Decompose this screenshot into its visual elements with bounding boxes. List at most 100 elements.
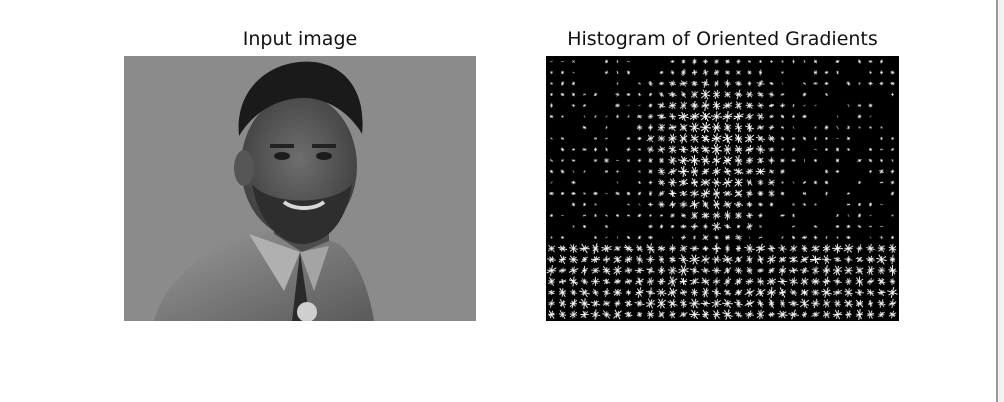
hog-gradient-stroke bbox=[712, 213, 721, 218]
hog-gradient-stroke bbox=[689, 113, 700, 120]
hog-gradient-stroke bbox=[856, 290, 863, 295]
hog-gradient-stroke bbox=[814, 126, 817, 129]
hog-gradient-stroke bbox=[713, 256, 720, 263]
hog-gradient-stroke bbox=[712, 125, 721, 130]
hog-gradient-stroke bbox=[691, 70, 698, 75]
hog-gradient-stroke bbox=[711, 135, 722, 142]
hog-gradient-stroke bbox=[691, 246, 698, 251]
hog-gradient-stroke bbox=[879, 169, 884, 174]
hog-gradient-stroke bbox=[847, 214, 850, 217]
hog-gradient-stroke bbox=[627, 115, 630, 118]
hog-gradient-stroke bbox=[878, 290, 885, 295]
hog-gradient-stroke bbox=[735, 267, 742, 274]
hog-gradient-stroke bbox=[759, 71, 762, 74]
hog-gradient-stroke bbox=[659, 70, 664, 75]
hog-gradient-stroke bbox=[759, 60, 762, 63]
hog-gradient-stroke bbox=[781, 82, 784, 85]
hog-gradient-stroke bbox=[792, 236, 795, 239]
hog-gradient-stroke bbox=[757, 80, 764, 87]
hog-gradient-stroke bbox=[746, 92, 753, 97]
hog-gradient-stroke bbox=[616, 115, 619, 118]
hog-gradient-stroke bbox=[627, 148, 630, 151]
hog-gradient-stroke bbox=[846, 136, 851, 141]
hog-gradient-stroke bbox=[637, 170, 642, 173]
hog-gradient-stroke bbox=[702, 268, 709, 273]
hog-title: Histogram of Oriented Gradients bbox=[567, 28, 878, 50]
hog-gradient-stroke bbox=[679, 81, 688, 86]
hog-gradient-stroke bbox=[678, 267, 689, 274]
hog-gradient-stroke bbox=[616, 82, 619, 85]
hog-gradient-stroke bbox=[550, 82, 553, 85]
hog-gradient-stroke bbox=[669, 257, 676, 262]
hog-gradient-stroke bbox=[725, 290, 730, 295]
hog-gradient-stroke bbox=[867, 312, 874, 317]
hog-gradient-stroke bbox=[593, 92, 598, 97]
hog-gradient-stroke bbox=[746, 157, 753, 164]
hog-gradient-stroke bbox=[813, 180, 818, 185]
hog-gradient-stroke bbox=[781, 181, 784, 184]
hog-gradient-stroke bbox=[669, 300, 676, 307]
hog-gradient-stroke bbox=[748, 236, 751, 239]
hog-gradient-stroke bbox=[592, 245, 599, 252]
hog-gradient-stroke bbox=[768, 169, 775, 174]
hog-gradient-stroke bbox=[824, 170, 829, 173]
hog-gradient-stroke bbox=[744, 289, 755, 296]
hog-gradient-stroke bbox=[571, 192, 576, 195]
hog-gradient-stroke bbox=[802, 246, 807, 251]
hog-gradient-stroke bbox=[712, 102, 721, 109]
hog-gradient-stroke bbox=[858, 126, 861, 129]
hog-gradient-stroke bbox=[725, 81, 730, 86]
hog-gradient-stroke bbox=[605, 137, 608, 140]
hog-gradient-stroke bbox=[680, 168, 687, 175]
hog-gradient-stroke bbox=[703, 81, 708, 86]
hog-gradient-stroke bbox=[659, 158, 664, 163]
hog-gradient-stroke bbox=[803, 137, 806, 140]
hog-gradient-stroke bbox=[690, 300, 699, 307]
hog-gradient-stroke bbox=[757, 257, 764, 262]
hog-gradient-stroke bbox=[593, 137, 598, 140]
hog-gradient-stroke bbox=[757, 180, 764, 185]
hog-gradient-stroke bbox=[659, 92, 664, 97]
hog-gradient-stroke bbox=[734, 289, 743, 296]
hog-gradient-stroke bbox=[736, 224, 741, 229]
hog-gradient-stroke bbox=[866, 267, 875, 274]
portrait-photo bbox=[124, 56, 476, 321]
hog-gradient-stroke bbox=[637, 257, 642, 262]
hog-gradient-stroke bbox=[690, 135, 699, 142]
hog-gradient-stroke bbox=[548, 301, 555, 306]
hog-gradient-stroke bbox=[880, 159, 883, 162]
hog-gradient-stroke bbox=[746, 257, 753, 262]
hog-gradient-stroke bbox=[627, 214, 630, 217]
hog-gradient-stroke bbox=[692, 236, 697, 239]
hog-gradient-stroke bbox=[813, 60, 818, 63]
hog-gradient-stroke bbox=[780, 104, 785, 107]
hog-gradient-stroke bbox=[844, 300, 853, 307]
hog-gradient-stroke bbox=[736, 60, 741, 63]
window-edge bbox=[996, 0, 998, 402]
hog-gradient-stroke bbox=[768, 312, 775, 317]
hog-gradient-stroke bbox=[692, 268, 697, 273]
hog-gradient-stroke bbox=[722, 179, 733, 186]
input-image-panel bbox=[124, 56, 476, 321]
hog-gradient-stroke bbox=[758, 191, 763, 196]
hog-gradient-stroke bbox=[559, 246, 566, 251]
hog-gradient-stroke bbox=[746, 125, 753, 130]
hog-gradient-stroke bbox=[638, 104, 641, 107]
hog-gradient-stroke bbox=[781, 137, 784, 140]
hog-gradient-stroke bbox=[880, 126, 883, 129]
hog-gradient-stroke bbox=[813, 71, 818, 74]
hog-gradient-stroke bbox=[846, 203, 851, 206]
hog-gradient-stroke bbox=[689, 256, 700, 263]
hog-gradient-stroke bbox=[616, 92, 619, 97]
hog-gradient-stroke bbox=[669, 81, 676, 86]
hog-gradient-stroke bbox=[867, 246, 874, 251]
hog-gradient-stroke bbox=[550, 158, 553, 163]
hog-gradient-stroke bbox=[690, 91, 699, 98]
hog-gradient-stroke bbox=[691, 180, 698, 185]
hog-gradient-stroke bbox=[549, 191, 554, 196]
hog-gradient-stroke bbox=[659, 257, 664, 262]
hog-gradient-stroke bbox=[636, 114, 643, 119]
hog-gradient-stroke bbox=[649, 214, 652, 217]
hog-gradient-stroke bbox=[778, 267, 787, 274]
hog-gradient-stroke bbox=[868, 169, 873, 174]
